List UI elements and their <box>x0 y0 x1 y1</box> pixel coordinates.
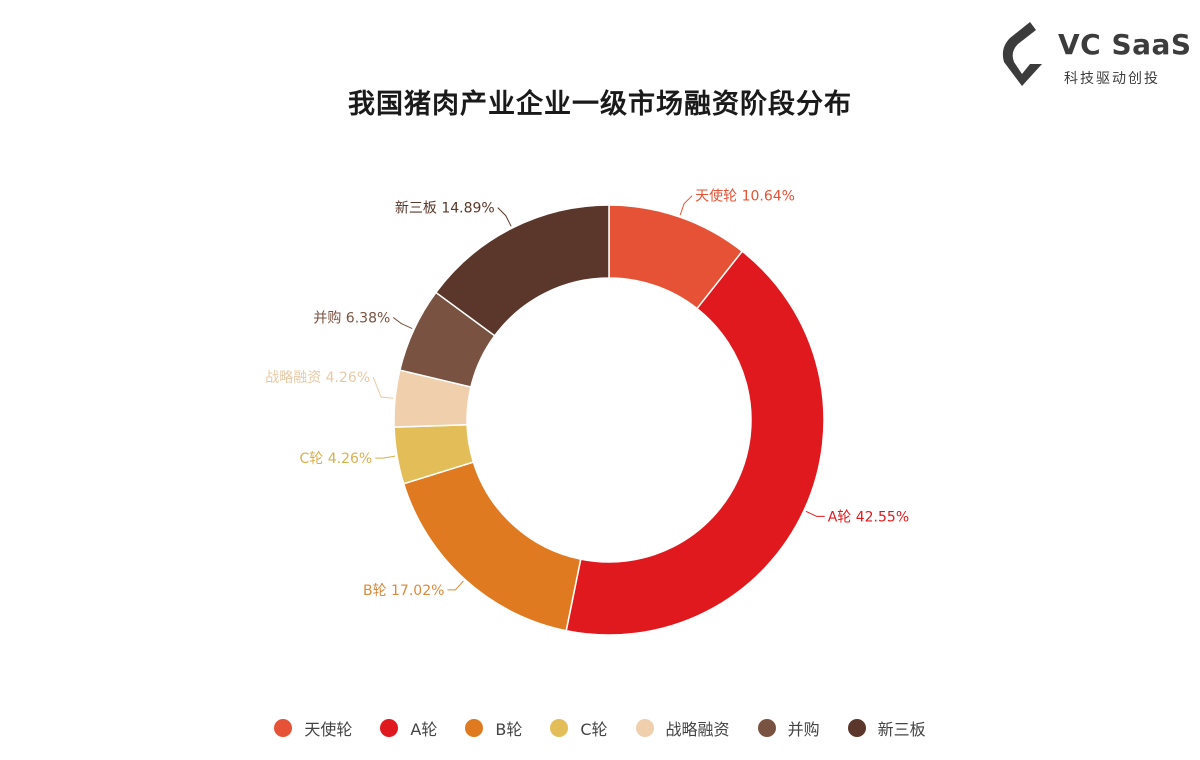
data-label: 天使轮 10.64% <box>695 188 795 205</box>
legend-swatch <box>847 719 866 737</box>
legend-swatch <box>635 719 654 737</box>
donut-slice[interactable] <box>565 250 825 636</box>
legend-swatch <box>465 719 484 737</box>
legend-swatch <box>757 719 776 737</box>
legend-label: 天使轮 <box>304 720 353 739</box>
logo-mark-icon <box>1002 22 1042 86</box>
logo-brand-text: VC SaaS <box>1058 28 1192 61</box>
donut-slice[interactable] <box>434 204 610 337</box>
chart-legend: 天使轮 A轮 B轮 C轮 战略融资 并购 新三板 <box>0 716 1200 740</box>
brand-logo: VC SaaS 科技驱动创投 <box>992 14 1192 92</box>
legend-item[interactable]: A轮 <box>380 716 437 740</box>
legend-swatch <box>550 719 569 737</box>
legend-label: A轮 <box>410 720 438 739</box>
data-label: A轮 42.55% <box>828 509 909 525</box>
legend-item[interactable]: 新三板 <box>847 716 926 740</box>
leader-line <box>805 510 825 517</box>
legend-label: 新三板 <box>877 720 926 739</box>
chart-title: 我国猪肉产业企业一级市场融资阶段分布 <box>348 89 852 120</box>
data-label: B轮 17.02% <box>363 583 444 599</box>
legend-swatch <box>380 719 399 737</box>
leader-line <box>375 455 396 459</box>
legend-label: 战略融资 <box>665 720 730 739</box>
legend-item[interactable]: 并购 <box>757 716 820 740</box>
data-label: 新三板 14.89% <box>395 201 495 217</box>
leader-line <box>447 580 464 591</box>
data-label: C轮 4.26% <box>299 451 372 467</box>
leader-line <box>497 207 512 227</box>
legend-item[interactable]: 天使轮 <box>274 716 352 740</box>
legend-item[interactable]: B轮 <box>465 716 522 740</box>
data-label: 并购 6.38% <box>313 311 390 327</box>
legend-label: B轮 <box>495 720 523 739</box>
leader-line <box>372 376 394 399</box>
donut-slice[interactable] <box>402 461 582 632</box>
legend-swatch <box>274 719 293 737</box>
legend-label: 并购 <box>787 720 820 739</box>
legend-item[interactable]: 战略融资 <box>635 716 730 740</box>
data-label: 战略融资 4.26% <box>265 370 370 386</box>
logo-tagline: 科技驱动创投 <box>1064 71 1160 87</box>
leader-line <box>393 317 413 330</box>
legend-label: C轮 <box>580 720 608 739</box>
legend-item[interactable]: C轮 <box>550 716 608 740</box>
leader-line <box>679 195 693 216</box>
